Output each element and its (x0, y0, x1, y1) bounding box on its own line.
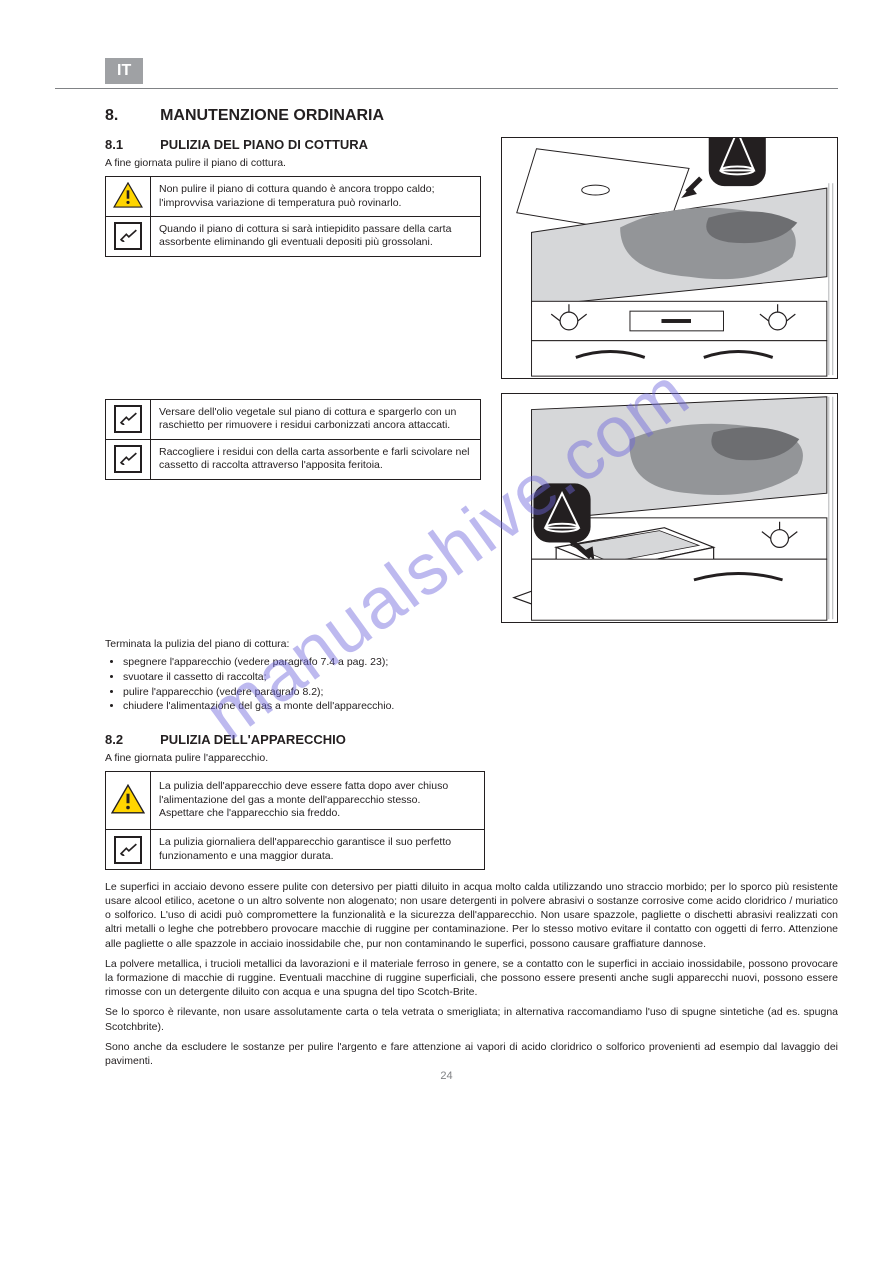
post-clean-list: spegnere l'apparecchio (vedere paragrafo… (123, 655, 838, 714)
table-row: Quando il piano di cottura si sarà intie… (106, 217, 481, 257)
icon-cell (106, 439, 151, 479)
table-row: La pulizia giornaliera dell'apparecchio … (106, 830, 485, 870)
after-text-2: La polvere metallica, i trucioli metalli… (105, 957, 838, 1000)
hand-point-icon (114, 445, 142, 473)
warning-text: Non pulire il piano di cottura quando è … (151, 177, 481, 217)
figure-oil-pour (501, 137, 838, 379)
after-text-3: Se lo sporco è rilevante, non usare asso… (105, 1005, 838, 1033)
icon-cell (106, 217, 151, 257)
warning-triangle-icon (111, 784, 145, 814)
note-text: Versare dell'olio vegetale sul piano di … (151, 400, 481, 440)
header-rule (55, 88, 838, 89)
icon-cell (106, 400, 151, 440)
figure-drawer-out (501, 393, 838, 623)
post-clean-intro: Terminata la pulizia del piano di cottur… (105, 637, 838, 651)
hand-point-icon (114, 836, 142, 864)
hand-point-icon (114, 222, 142, 250)
subsection-title: PULIZIA DEL PIANO DI COTTURA (160, 137, 368, 152)
table-row: Raccogliere i residui con della carta as… (106, 439, 481, 479)
table-row: La pulizia dell'apparecchio deve essere … (106, 772, 485, 830)
icon-cell (106, 772, 151, 830)
subsection-number: 8.1 (105, 137, 157, 152)
lang-badge: IT (105, 58, 143, 84)
icon-cell (106, 177, 151, 217)
section-title: MANUTENZIONE ORDINARIA (160, 107, 384, 124)
list-item: pulire l'apparecchio (vedere paragrafo 8… (123, 685, 838, 700)
section-8-heading: 8. MANUTENZIONE ORDINARIA (105, 107, 838, 125)
intro-text: A fine giornata pulire l'apparecchio. (105, 751, 838, 765)
subsection-81-heading: 8.1 PULIZIA DEL PIANO DI COTTURA (105, 137, 481, 152)
list-item: chiudere l'alimentazione del gas a monte… (123, 699, 838, 714)
intro-text: A fine giornata pulire il piano di cottu… (105, 156, 481, 170)
note-text: Quando il piano di cottura si sarà intie… (151, 217, 481, 257)
table-row: Non pulire il piano di cottura quando è … (106, 177, 481, 217)
note-table-2: Versare dell'olio vegetale sul piano di … (105, 399, 481, 480)
subsection-82-heading: 8.2 PULIZIA DELL'APPARECCHIO (105, 732, 838, 747)
note-text: La pulizia giornaliera dell'apparecchio … (151, 830, 485, 870)
after-text-1: Le superfici in acciaio devono essere pu… (105, 880, 838, 951)
warning-table-3: La pulizia dell'apparecchio deve essere … (105, 771, 485, 870)
warning-line2: Aspettare che l'apparecchio sia freddo. (159, 807, 340, 819)
section-number: 8. (105, 107, 157, 125)
table-row: Versare dell'olio vegetale sul piano di … (106, 400, 481, 440)
list-item: svuotare il cassetto di raccolta; (123, 670, 838, 685)
warning-table-1: Non pulire il piano di cottura quando è … (105, 176, 481, 257)
warning-triangle-icon (113, 182, 143, 208)
page-number: 24 (440, 1070, 452, 1082)
after-text-4: Sono anche da escludere le sostanze per … (105, 1040, 838, 1068)
hand-point-icon (114, 405, 142, 433)
list-item: spegnere l'apparecchio (vedere paragrafo… (123, 655, 838, 670)
warning-line1: La pulizia dell'apparecchio deve essere … (159, 780, 448, 805)
subsection-title: PULIZIA DELL'APPARECCHIO (160, 732, 346, 747)
subsection-number: 8.2 (105, 732, 157, 747)
icon-cell (106, 830, 151, 870)
warning-text: La pulizia dell'apparecchio deve essere … (151, 772, 485, 830)
note-text: Raccogliere i residui con della carta as… (151, 439, 481, 479)
